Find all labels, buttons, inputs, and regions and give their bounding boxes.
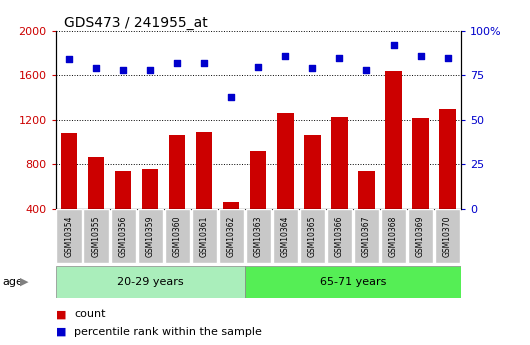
- FancyBboxPatch shape: [381, 209, 406, 263]
- Bar: [115, 171, 131, 209]
- Bar: [250, 151, 267, 209]
- Text: GSM10362: GSM10362: [227, 216, 236, 257]
- Bar: [277, 113, 294, 209]
- Text: GDS473 / 241955_at: GDS473 / 241955_at: [64, 16, 208, 30]
- Point: [281, 53, 290, 59]
- Text: 65-71 years: 65-71 years: [320, 277, 386, 287]
- Text: GSM10368: GSM10368: [389, 216, 398, 257]
- FancyBboxPatch shape: [354, 209, 379, 263]
- Bar: [439, 109, 456, 209]
- Text: GSM10360: GSM10360: [173, 216, 182, 257]
- FancyBboxPatch shape: [56, 266, 245, 298]
- FancyBboxPatch shape: [327, 209, 352, 263]
- Bar: [196, 132, 213, 209]
- Point: [200, 60, 209, 66]
- Text: GSM10367: GSM10367: [362, 216, 371, 257]
- Text: GSM10366: GSM10366: [335, 216, 344, 257]
- FancyBboxPatch shape: [165, 209, 190, 263]
- Point: [119, 67, 128, 73]
- FancyBboxPatch shape: [300, 209, 325, 263]
- Bar: [223, 202, 240, 209]
- Text: GSM10355: GSM10355: [92, 216, 101, 257]
- Point: [390, 42, 398, 48]
- Bar: [61, 133, 77, 209]
- Text: GSM10364: GSM10364: [281, 216, 290, 257]
- FancyBboxPatch shape: [273, 209, 298, 263]
- FancyBboxPatch shape: [435, 209, 460, 263]
- Text: GSM10356: GSM10356: [119, 216, 128, 257]
- Text: GSM10363: GSM10363: [254, 216, 263, 257]
- FancyBboxPatch shape: [111, 209, 136, 263]
- Point: [363, 67, 371, 73]
- Text: GSM10365: GSM10365: [308, 216, 317, 257]
- Text: ▶: ▶: [20, 277, 29, 287]
- Point: [227, 94, 236, 100]
- Text: percentile rank within the sample: percentile rank within the sample: [74, 327, 262, 337]
- FancyBboxPatch shape: [84, 209, 109, 263]
- Text: count: count: [74, 309, 105, 319]
- Point: [444, 55, 452, 60]
- Text: 20-29 years: 20-29 years: [117, 277, 183, 287]
- FancyBboxPatch shape: [245, 266, 461, 298]
- Bar: [358, 171, 375, 209]
- Point: [308, 66, 317, 71]
- Bar: [142, 169, 158, 209]
- Text: ■: ■: [56, 309, 66, 319]
- FancyBboxPatch shape: [57, 209, 82, 263]
- Point: [65, 57, 73, 62]
- Bar: [412, 118, 429, 209]
- Bar: [304, 136, 321, 209]
- Point: [92, 66, 101, 71]
- FancyBboxPatch shape: [138, 209, 163, 263]
- Bar: [331, 117, 348, 209]
- Bar: [88, 157, 104, 209]
- FancyBboxPatch shape: [219, 209, 244, 263]
- Text: ■: ■: [56, 327, 66, 337]
- Point: [254, 64, 263, 69]
- Point: [173, 60, 182, 66]
- Text: age: age: [3, 277, 23, 287]
- Text: GSM10370: GSM10370: [443, 216, 452, 257]
- Point: [417, 53, 425, 59]
- FancyBboxPatch shape: [408, 209, 433, 263]
- Text: GSM10354: GSM10354: [65, 216, 74, 257]
- Bar: [169, 136, 185, 209]
- Text: GSM10361: GSM10361: [200, 216, 209, 257]
- Text: GSM10359: GSM10359: [146, 216, 155, 257]
- Point: [335, 55, 344, 60]
- FancyBboxPatch shape: [246, 209, 271, 263]
- Text: GSM10369: GSM10369: [416, 216, 425, 257]
- Bar: [385, 71, 402, 209]
- FancyBboxPatch shape: [192, 209, 217, 263]
- Point: [146, 67, 155, 73]
